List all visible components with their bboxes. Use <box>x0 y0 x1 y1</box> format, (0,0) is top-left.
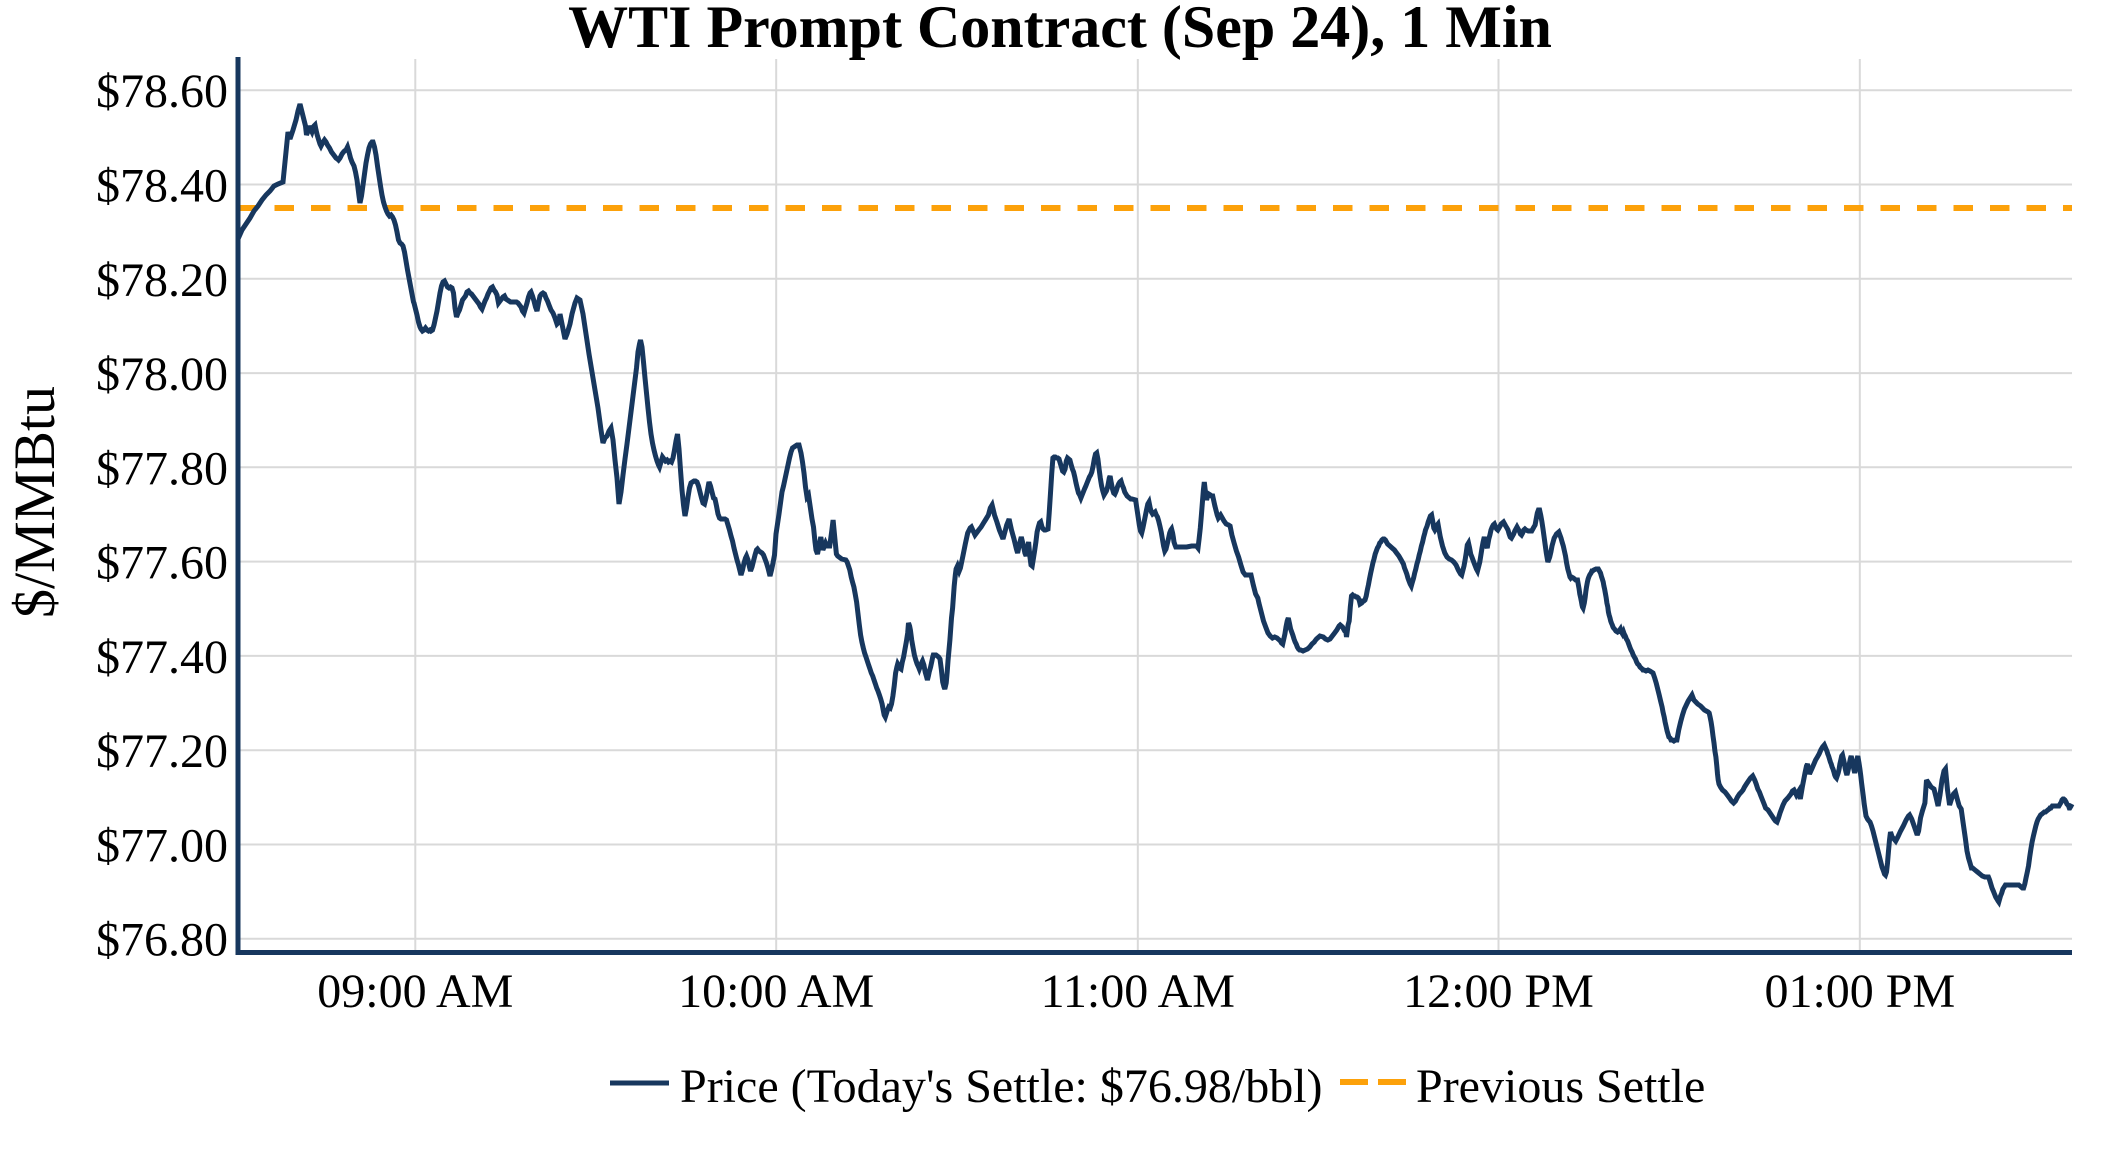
svg-text:$78.40: $78.40 <box>96 160 228 213</box>
svg-text:WTI Prompt Contract (Sep 24),: WTI Prompt Contract (Sep 24), 1 Min <box>568 0 1552 60</box>
svg-text:Price (Today's Settle: $76.98/: Price (Today's Settle: $76.98/bbl) <box>680 1060 1323 1113</box>
svg-text:$77.20: $77.20 <box>96 725 228 778</box>
svg-text:09:00 AM: 09:00 AM <box>317 965 513 1018</box>
svg-text:$77.60: $77.60 <box>96 537 228 590</box>
svg-text:Previous Settle: Previous Settle <box>1416 1060 1705 1113</box>
svg-text:$77.00: $77.00 <box>96 820 228 873</box>
svg-text:$78.20: $78.20 <box>96 254 228 307</box>
svg-text:$76.80: $76.80 <box>96 914 228 967</box>
svg-text:$77.80: $77.80 <box>96 442 228 495</box>
svg-text:10:00 AM: 10:00 AM <box>678 965 874 1018</box>
svg-text:$77.40: $77.40 <box>96 631 228 684</box>
svg-text:12:00 PM: 12:00 PM <box>1403 965 1594 1018</box>
svg-text:01:00 PM: 01:00 PM <box>1764 965 1955 1018</box>
svg-text:$78.00: $78.00 <box>96 348 228 401</box>
svg-text:$78.60: $78.60 <box>96 65 228 118</box>
svg-text:11:00 AM: 11:00 AM <box>1041 965 1235 1018</box>
svg-text:$/MMBtu: $/MMBtu <box>2 386 67 618</box>
